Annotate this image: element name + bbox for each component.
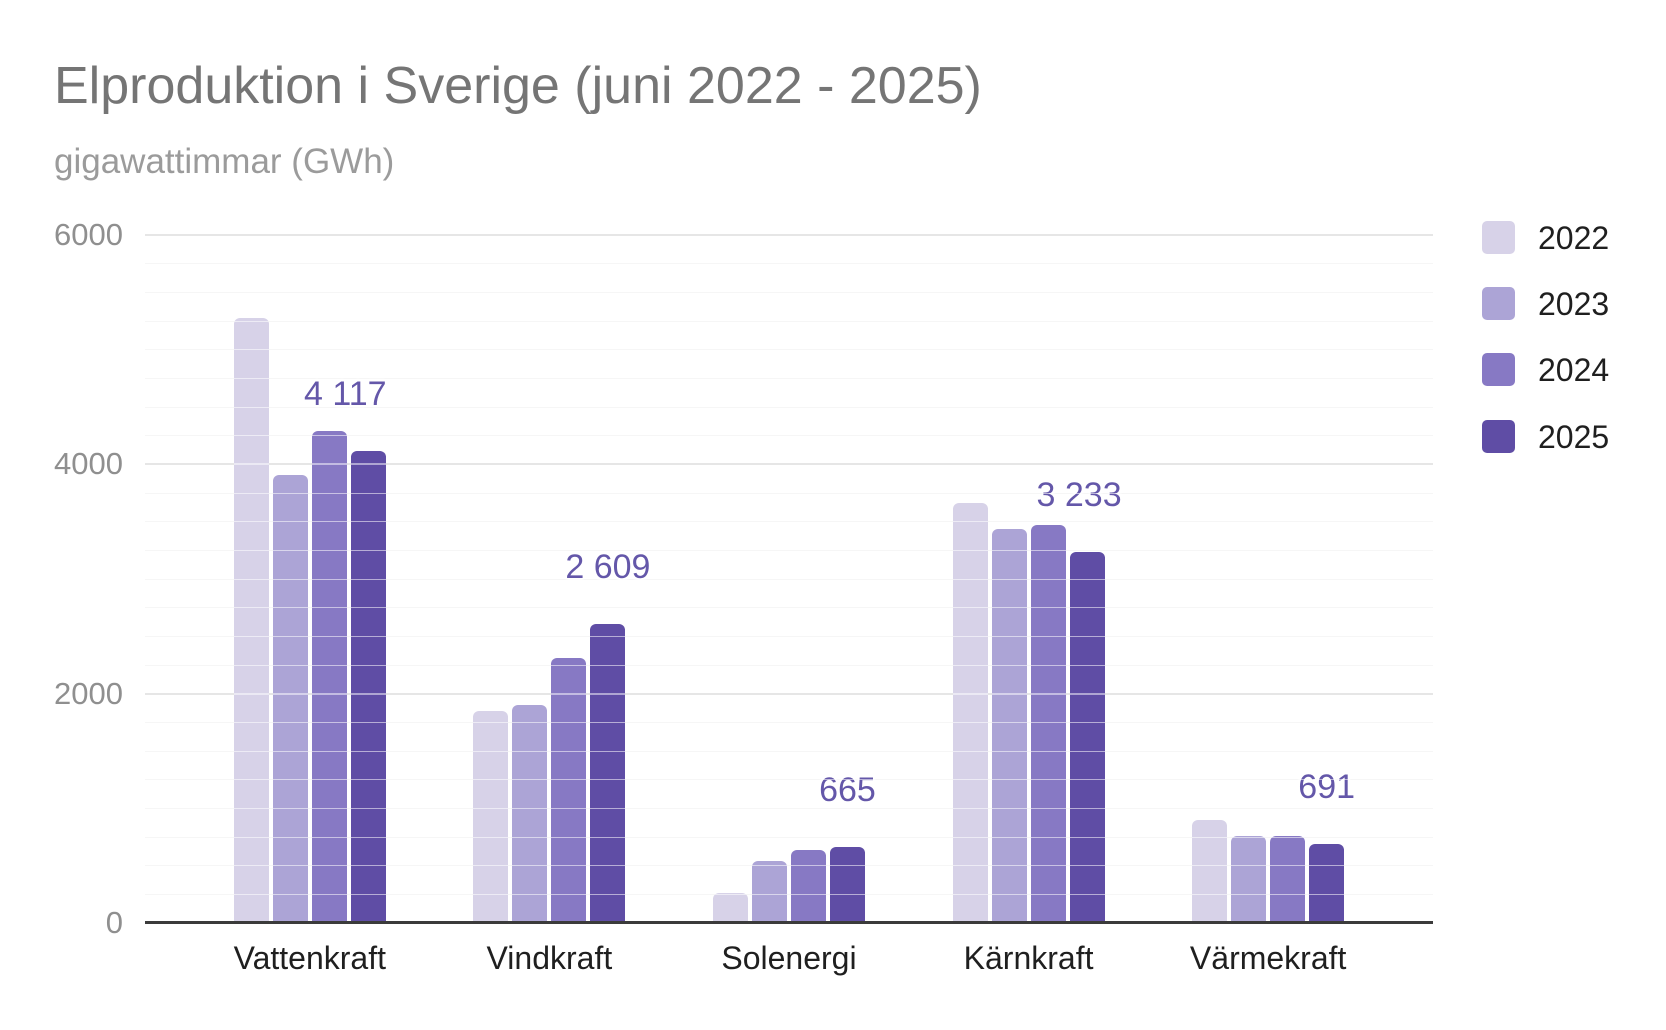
y-tick-label: 2000 [54,675,123,711]
gridline-minor [145,807,1433,809]
bar-2025-kärnkraft [1069,552,1105,923]
gridline-minor [145,607,1433,609]
legend-item-2025: 2025 [1482,420,1609,453]
bar-2023-värmekraft [1231,836,1267,923]
gridline-minor [145,664,1433,666]
bar-2023-vindkraft [512,705,548,923]
gridline-minor [145,435,1433,437]
gridline-minor [145,578,1433,580]
gridline-minor [145,377,1433,379]
bar-2023-vattenkraft [272,474,308,923]
gridline-major [145,234,1433,236]
bar-group-kärnkraft: 3 233 [909,235,1149,923]
gridline-minor [145,549,1433,551]
bar-group-solenergi: 665 [669,235,909,923]
gridline-minor [145,291,1433,293]
chart-title: Elproduktion i Sverige (juni 2022 - 2025… [54,57,982,115]
bar-groups: 4 117 2 609 665 3 233 691 [145,235,1433,923]
bar-2022-solenergi [712,892,748,923]
data-label-2025-värmekraft: 691 [1298,767,1356,806]
data-label-2025-kärnkraft: 3 233 [1036,476,1122,515]
gridline-minor [145,521,1433,523]
bar-group-vattenkraft: 4 117 [190,235,430,923]
bar-2025-värmekraft [1309,843,1345,923]
bar-2025-vindkraft [590,623,626,923]
x-label-solenergi: Solenergi [721,940,857,976]
bar-2024-vattenkraft [311,431,347,923]
x-label-vindkraft: Vindkraft [486,940,613,976]
legend-swatch-2023 [1482,287,1515,320]
bar-2022-vattenkraft [233,317,269,923]
legend-label-2025: 2025 [1538,418,1610,455]
bar-group-vindkraft: 2 609 [430,235,670,923]
gridline-minor [145,492,1433,494]
bar-2024-vindkraft [551,658,587,923]
gridline-major [145,463,1433,466]
gridline-minor [145,406,1433,408]
bar-2025-solenergi [829,846,865,923]
y-tick-label: 4000 [54,446,123,482]
chart-subtitle: gigawattimmar (GWh) [54,142,395,181]
legend-item-2024: 2024 [1482,353,1609,386]
legend-swatch-2025 [1482,420,1515,453]
data-label-2025-vindkraft: 2 609 [565,547,651,586]
plot-area: 4 117 2 609 665 3 233 691 [145,234,1433,924]
gridline-minor [145,320,1433,322]
bar-2022-kärnkraft [952,503,988,923]
legend-item-2022: 2022 [1482,221,1609,254]
bar-2023-solenergi [751,861,787,923]
bar-2024-värmekraft [1270,835,1306,923]
x-label-vattenkraft: Vattenkraft [233,940,386,976]
legend-item-2023: 2023 [1482,287,1609,320]
bar-2024-kärnkraft [1030,525,1066,923]
legend-swatch-2022 [1482,221,1515,254]
legend-label-2023: 2023 [1538,285,1610,322]
gridline-minor [145,865,1433,867]
x-label-kärnkraft: Kärnkraft [963,940,1094,976]
gridline-minor [145,721,1433,723]
y-tick-label: 6000 [54,217,123,252]
gridline-minor [145,349,1433,351]
gridline-minor [145,750,1433,752]
y-tick-label: 0 [105,905,123,940]
gridline-minor [145,893,1433,895]
x-axis-category-labels: Vattenkraft Vindkraft Solenergi Kärnkraft Vä… [145,940,1433,976]
bar-2024-solenergi [790,849,826,923]
legend-label-2022: 2022 [1538,219,1610,256]
bar-2023-kärnkraft [991,528,1027,923]
bar-2022-vindkraft [473,711,509,923]
gridline-minor [145,263,1433,265]
gridline-minor [145,635,1433,637]
gridline-major [145,692,1433,695]
gridlines-over [145,234,1433,923]
gridline-minor [145,836,1433,838]
legend-swatch-2024 [1482,353,1515,386]
gridline-minor [145,779,1433,781]
bar-2025-vattenkraft [350,450,386,923]
data-label-2025-solenergi: 665 [819,770,876,809]
legend-label-2024: 2024 [1538,351,1610,388]
x-label-värmekraft: Värmekraft [1189,940,1347,976]
data-label-2025-vattenkraft: 4 117 [304,374,387,413]
x-axis-baseline [145,921,1433,924]
